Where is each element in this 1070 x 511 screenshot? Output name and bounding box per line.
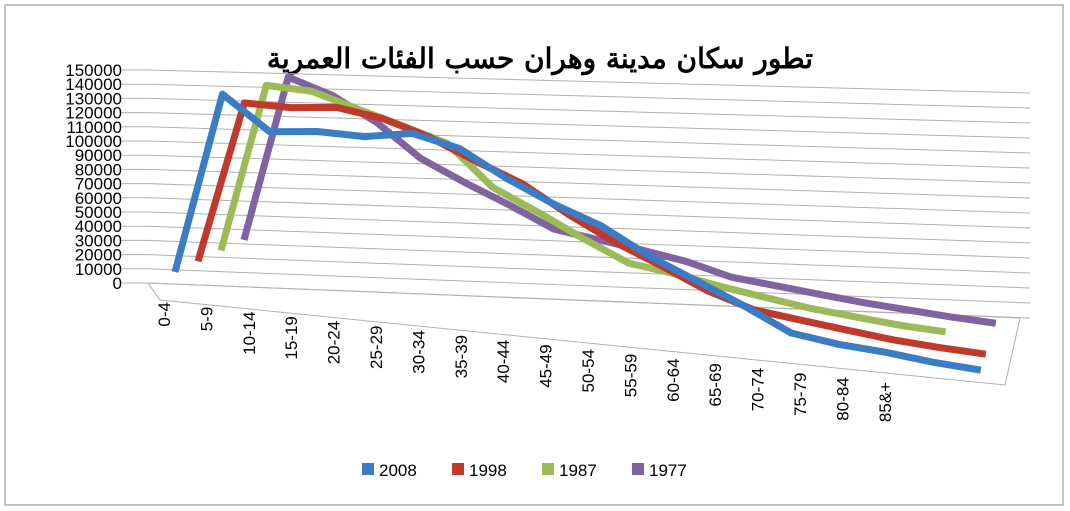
x-tick-label: 35-39 (452, 335, 471, 378)
legend-swatch (452, 463, 464, 475)
x-tick-label: 60-64 (664, 358, 683, 401)
legend-swatch (632, 463, 644, 475)
y-tick-label: 80000 (75, 160, 122, 179)
y-tick-label: 100000 (65, 132, 122, 151)
x-tick-label: 20-24 (325, 321, 344, 364)
y-tick-label: 60000 (75, 189, 122, 208)
x-tick-label: 5-9 (197, 307, 216, 332)
series-line (171, 90, 982, 374)
x-tick-label: 40-44 (494, 340, 513, 383)
legend-label: 1977 (649, 461, 687, 480)
grid-line (122, 211, 1031, 244)
grid-line (122, 183, 1031, 214)
legend: 2008 1998 1987 1977 (362, 461, 687, 480)
x-tick-label: 15-19 (282, 316, 301, 359)
y-tick-label: 120000 (65, 104, 122, 123)
grid-line (122, 83, 1031, 109)
chart-title: تطور سكان مدينة وهران حسب الفئات العمرية (267, 42, 813, 76)
y-tick-label: 30000 (75, 231, 122, 250)
x-tick-label: 45-49 (537, 344, 556, 387)
x-tick-label: 75-79 (791, 373, 810, 416)
grid-line (122, 239, 1031, 274)
x-tick-label: 70-74 (749, 368, 768, 411)
grid-line (122, 69, 1031, 94)
grid-line (122, 282, 1031, 319)
grid-line (122, 154, 1031, 184)
y-tick-label: 50000 (75, 203, 122, 222)
y-tick-label: 0 (113, 274, 122, 293)
grid-line (122, 197, 1031, 229)
x-tick-label: 85&+ (876, 382, 895, 422)
x-tick-label: 50-54 (579, 349, 598, 392)
y-tick-label: 90000 (75, 146, 122, 165)
x-tick-label: 30-34 (409, 330, 428, 373)
grid-line (122, 126, 1031, 154)
x-tick-label: 10-14 (240, 311, 259, 354)
grid-line (122, 168, 1031, 199)
y-tick-label: 20000 (75, 246, 122, 265)
y-tick-label: 130000 (65, 89, 122, 108)
series-line (217, 81, 947, 336)
x-tick-label: 80-84 (833, 377, 852, 420)
x-tick-label: 65-69 (706, 363, 725, 406)
grid-line (122, 97, 1031, 124)
y-tick-label: 150000 (65, 61, 122, 80)
legend-swatch (542, 463, 554, 475)
legend-label: 1987 (559, 461, 597, 480)
x-tick-label: 25-29 (367, 326, 386, 369)
series-line (194, 99, 987, 358)
y-tick-label: 110000 (67, 118, 122, 137)
y-tick-label: 70000 (75, 175, 122, 194)
x-tick-label: 55-59 (621, 354, 640, 397)
legend-label: 2008 (379, 461, 417, 480)
grid-line (122, 225, 1031, 259)
grid-line (122, 140, 1031, 169)
x-tick-label: 0-4 (155, 302, 174, 327)
legend-swatch (362, 463, 374, 475)
y-tick-label: 40000 (75, 217, 122, 236)
grid-line (122, 112, 1031, 139)
legend-label: 1998 (469, 461, 507, 480)
y-tick-label: 140000 (65, 75, 122, 94)
y-tick-label: 10000 (75, 260, 122, 279)
